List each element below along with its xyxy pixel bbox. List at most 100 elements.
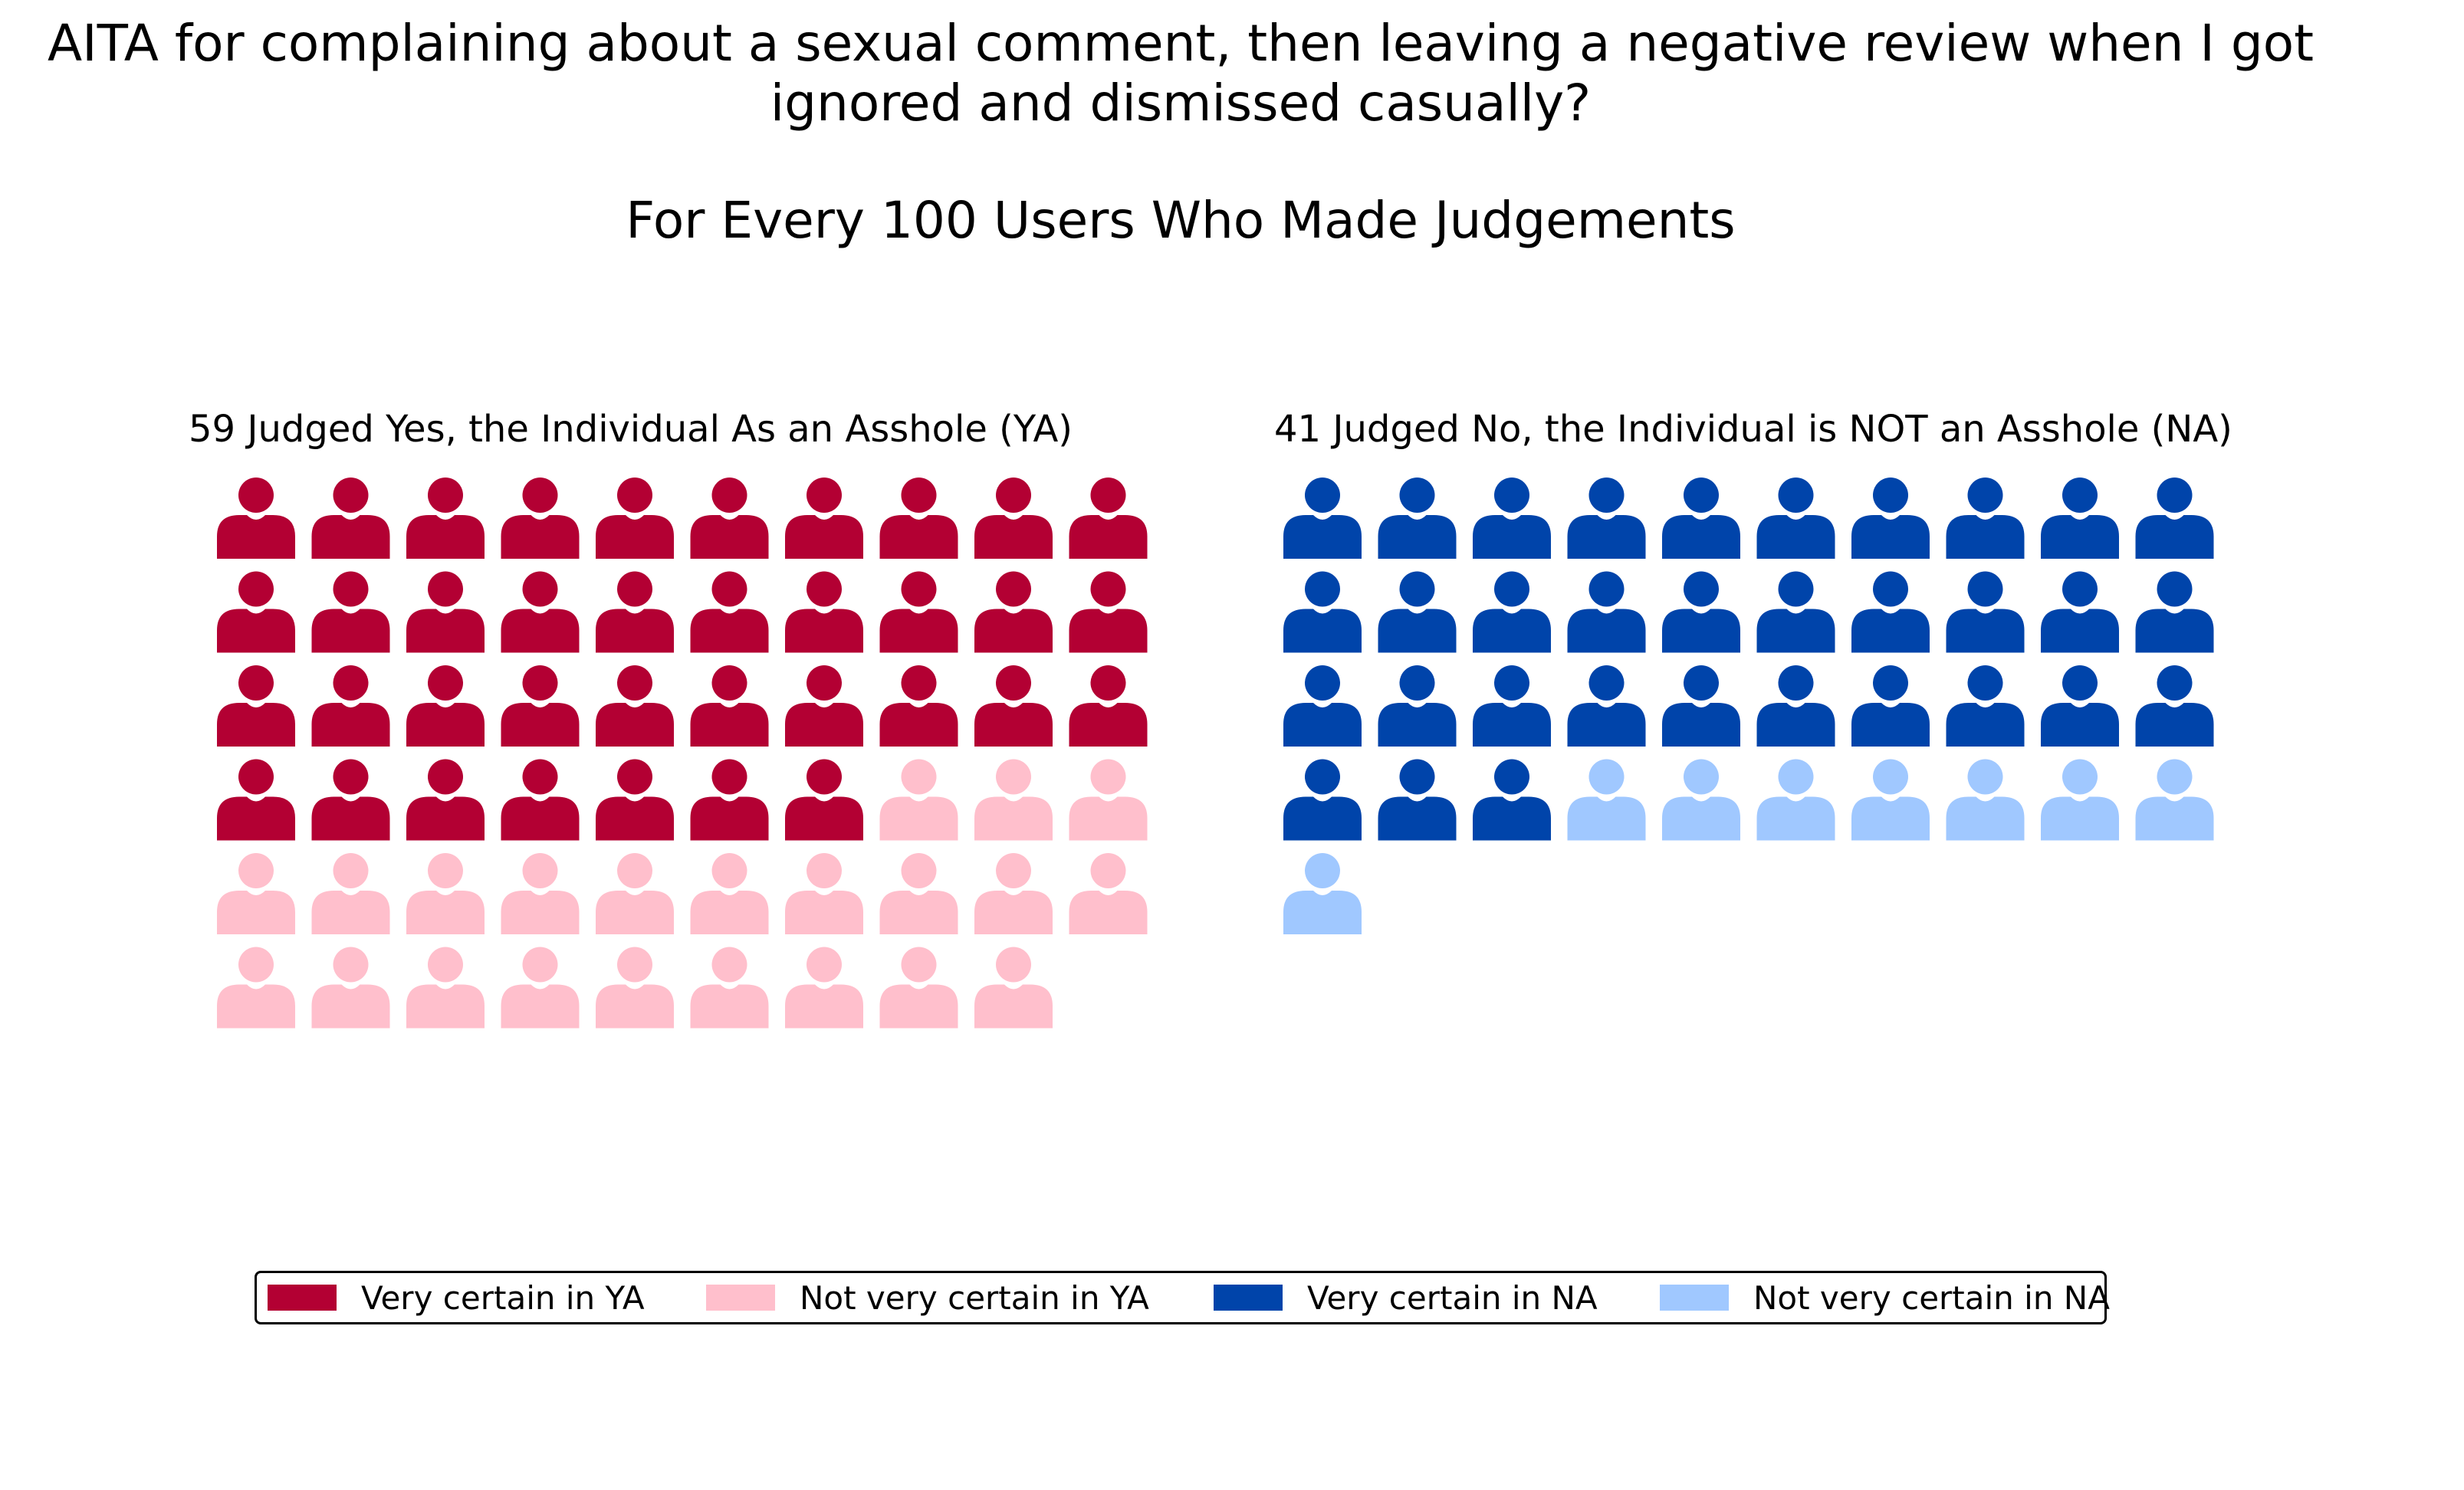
person-icon-panel1-25 bbox=[596, 665, 674, 747]
legend-label-not-very-certain-na: Not very certain in NA bbox=[1753, 1278, 2110, 1317]
person-icon-panel1-12 bbox=[311, 571, 390, 653]
legend-label-very-certain-na: Very certain in NA bbox=[1307, 1278, 1598, 1317]
person-icon-panel1-19 bbox=[974, 571, 1053, 653]
person-icon-panel2-21 bbox=[1283, 665, 1362, 747]
person-icon-panel1-52 bbox=[311, 947, 390, 1029]
legend-swatch-not-very-certain-na bbox=[1660, 1285, 1729, 1311]
person-icon-panel2-14 bbox=[1567, 571, 1646, 653]
person-icon-panel2-29 bbox=[2041, 665, 2119, 747]
person-icon-panel1-16 bbox=[690, 571, 769, 653]
person-icon-panel2-2 bbox=[1378, 478, 1457, 559]
person-icon-panel2-36 bbox=[1756, 759, 1835, 841]
person-icon-panel1-37 bbox=[785, 759, 863, 841]
person-icon-panel1-10 bbox=[1069, 478, 1148, 559]
person-icon-panel1-26 bbox=[690, 665, 769, 747]
panel-title-ya: 59 Judged Yes, the Individual As an Assh… bbox=[189, 408, 1073, 451]
person-icon-panel2-15 bbox=[1662, 571, 1740, 653]
legend-label-not-very-certain-ya: Not very certain in YA bbox=[800, 1278, 1149, 1317]
person-icon-panel1-44 bbox=[501, 853, 580, 934]
person-icon-panel1-33 bbox=[406, 759, 485, 841]
person-icon-panel2-5 bbox=[1662, 478, 1740, 559]
person-icon-panel1-27 bbox=[785, 665, 863, 747]
person-icon-panel1-29 bbox=[974, 665, 1053, 747]
person-icon-panel1-57 bbox=[785, 947, 863, 1029]
person-icon-panel1-41 bbox=[217, 853, 295, 934]
person-icon-panel2-10 bbox=[2135, 478, 2214, 559]
person-icon-panel2-28 bbox=[1946, 665, 2025, 747]
person-icon-panel1-48 bbox=[879, 853, 958, 934]
person-icon-panel1-58 bbox=[879, 947, 958, 1029]
person-icon-panel1-8 bbox=[879, 478, 958, 559]
person-icon-panel1-40 bbox=[1069, 759, 1148, 841]
chart-title-line-1: AITA for complaining about a sexual comm… bbox=[47, 14, 2315, 73]
legend-item-very-certain-ya: Very certain in YA bbox=[268, 1273, 645, 1322]
person-icon-panel2-1 bbox=[1283, 478, 1362, 559]
person-icon-panel1-42 bbox=[311, 853, 390, 934]
legend-label-very-certain-ya: Very certain in YA bbox=[361, 1278, 645, 1317]
person-icon-panel2-18 bbox=[1946, 571, 2025, 653]
person-icon-panel1-28 bbox=[879, 665, 958, 747]
person-icon-panel1-45 bbox=[596, 853, 674, 934]
person-icon-panel2-23 bbox=[1473, 665, 1551, 747]
panel-title-na: 41 Judged No, the Individual is NOT an A… bbox=[1274, 408, 2232, 451]
person-icon-panel1-47 bbox=[785, 853, 863, 934]
person-icon-panel1-51 bbox=[217, 947, 295, 1029]
chart-subtitle: For Every 100 Users Who Made Judgements bbox=[626, 191, 1736, 250]
person-icon-panel2-20 bbox=[2135, 571, 2214, 653]
person-icon-panel2-9 bbox=[2041, 478, 2119, 559]
person-icon-panel2-31 bbox=[1283, 759, 1362, 841]
person-icon-panel2-16 bbox=[1756, 571, 1835, 653]
person-icon-panel1-50 bbox=[1069, 853, 1148, 934]
person-icon-panel2-25 bbox=[1662, 665, 1740, 747]
person-icon-panel2-22 bbox=[1378, 665, 1457, 747]
person-icon-panel2-41 bbox=[1283, 853, 1362, 934]
person-icon-panel2-26 bbox=[1756, 665, 1835, 747]
person-icon-panel1-23 bbox=[406, 665, 485, 747]
person-icon-panel1-49 bbox=[974, 853, 1053, 934]
legend-item-very-certain-na: Very certain in NA bbox=[1214, 1273, 1598, 1322]
person-icon-panel1-56 bbox=[690, 947, 769, 1029]
person-icon-panel2-33 bbox=[1473, 759, 1551, 841]
chart-title: AITA for complaining about a sexual comm… bbox=[0, 14, 2361, 133]
person-icon-panel1-17 bbox=[785, 571, 863, 653]
person-icon-panel2-38 bbox=[1946, 759, 2025, 841]
person-icon-panel1-24 bbox=[501, 665, 580, 747]
person-icon-panel1-9 bbox=[974, 478, 1053, 559]
person-icon-panel1-53 bbox=[406, 947, 485, 1029]
person-icon-panel2-40 bbox=[2135, 759, 2214, 841]
person-icon-panel2-13 bbox=[1473, 571, 1551, 653]
person-icon-panel2-27 bbox=[1851, 665, 1930, 747]
person-icon-panel2-37 bbox=[1851, 759, 1930, 841]
person-icon-panel1-43 bbox=[406, 853, 485, 934]
person-icon-panel1-18 bbox=[879, 571, 958, 653]
person-icon-panel2-35 bbox=[1662, 759, 1740, 841]
person-icon-panel1-36 bbox=[690, 759, 769, 841]
person-icon-panel1-5 bbox=[596, 478, 674, 559]
person-icon-panel2-32 bbox=[1378, 759, 1457, 841]
person-icon-panel2-24 bbox=[1567, 665, 1646, 747]
legend-item-not-very-certain-na: Not very certain in NA bbox=[1660, 1273, 2110, 1322]
person-icon-panel1-32 bbox=[311, 759, 390, 841]
person-icon-panel1-1 bbox=[217, 478, 295, 559]
person-icon-panel1-46 bbox=[690, 853, 769, 934]
person-icon-panel1-15 bbox=[596, 571, 674, 653]
person-icon-panel2-4 bbox=[1567, 478, 1646, 559]
person-icon-panel1-14 bbox=[501, 571, 580, 653]
person-icon-panel2-19 bbox=[2041, 571, 2119, 653]
person-icon-panel1-2 bbox=[311, 478, 390, 559]
chart-title-line-2: ignored and dismissed casually? bbox=[770, 74, 1592, 133]
person-icon-panel2-8 bbox=[1946, 478, 2025, 559]
person-icon-panel1-39 bbox=[974, 759, 1053, 841]
person-icon-panel1-30 bbox=[1069, 665, 1148, 747]
person-icon-panel1-55 bbox=[596, 947, 674, 1029]
legend-swatch-very-certain-na bbox=[1214, 1285, 1283, 1311]
person-icon-panel1-7 bbox=[785, 478, 863, 559]
person-icon-panel2-11 bbox=[1283, 571, 1362, 653]
person-icon-panel1-13 bbox=[406, 571, 485, 653]
person-icon-panel1-4 bbox=[501, 478, 580, 559]
person-icon-panel2-6 bbox=[1756, 478, 1835, 559]
person-icon-panel2-30 bbox=[2135, 665, 2214, 747]
legend-item-not-very-certain-ya: Not very certain in YA bbox=[706, 1273, 1149, 1322]
person-icon-panel1-3 bbox=[406, 478, 485, 559]
